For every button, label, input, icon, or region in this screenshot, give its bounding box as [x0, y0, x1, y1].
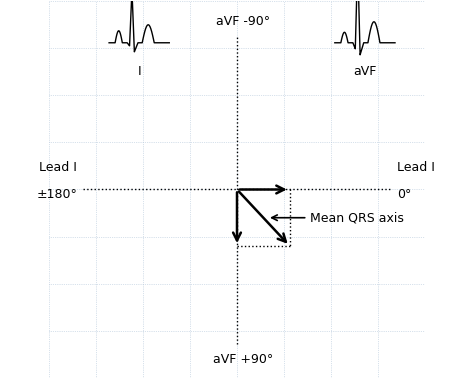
Text: 0°: 0° — [397, 188, 411, 200]
Text: Mean QRS axis: Mean QRS axis — [272, 211, 404, 224]
Text: I: I — [137, 65, 141, 78]
Text: ±180°: ±180° — [36, 188, 77, 200]
Text: aVF: aVF — [353, 65, 377, 78]
Text: aVF +90°: aVF +90° — [212, 353, 273, 366]
Text: Lead I: Lead I — [39, 161, 77, 174]
Text: Lead I: Lead I — [397, 161, 435, 174]
Text: aVF -90°: aVF -90° — [216, 15, 270, 28]
